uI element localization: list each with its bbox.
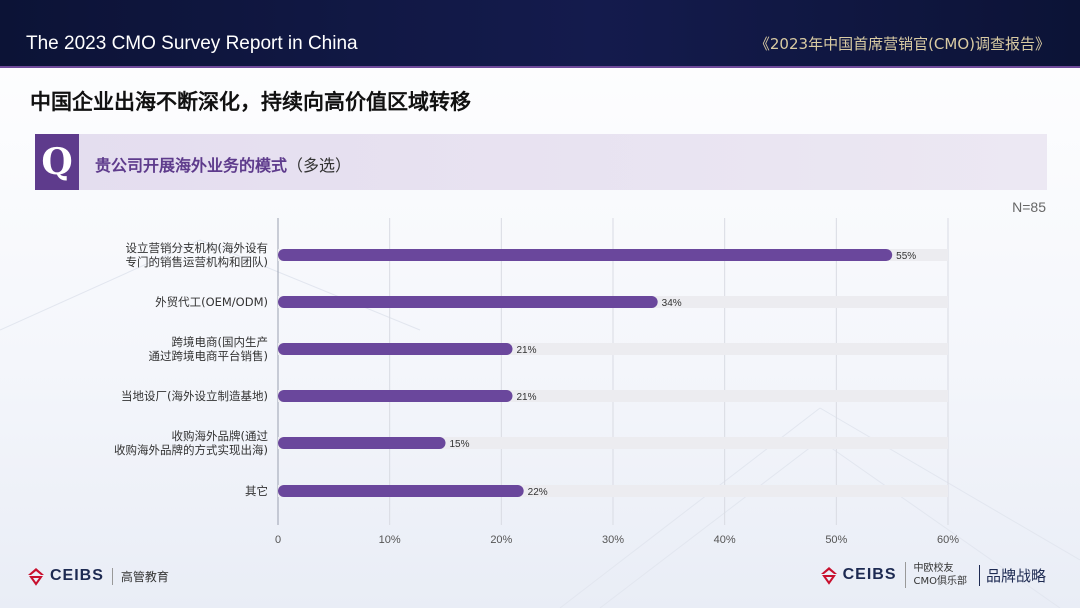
club-line-2: CMO俱乐部 — [913, 576, 967, 587]
bar-3 — [278, 390, 513, 402]
decor-line-4 — [0, 239, 201, 331]
bar-track-4 — [278, 437, 948, 449]
sample-size: N=85 — [1012, 199, 1046, 215]
decor-line-1 — [819, 407, 1080, 561]
exec-edu-label: 高管教育 — [111, 567, 169, 585]
question-bar: Q 贵公司开展海外业务的模式（多选） — [35, 134, 1047, 190]
x-tick-label-4: 40% — [714, 534, 736, 546]
category-label-1-0: 外贸代工(OEM/ODM) — [155, 295, 268, 309]
footer-right-logos: CEIBS 中欧校友 CMO俱乐部 品牌战略 — [819, 562, 1046, 588]
category-label-4-0: 收购海外品牌(通过 — [172, 429, 269, 443]
x-tick-label-3: 30% — [602, 534, 624, 546]
category-label-0-0: 设立营销分支机构(海外设有 — [126, 241, 269, 255]
decor-line-5 — [199, 239, 421, 331]
question-main: 贵公司开展海外业务的模式 — [95, 156, 288, 175]
bar-value-label-5: 22% — [528, 487, 548, 498]
category-label-2-1: 通过跨境电商平台销售) — [149, 349, 269, 363]
ceibs-wordmark-right: CEIBS — [842, 566, 897, 583]
club-line-1: 中欧校友 — [913, 563, 954, 574]
category-label-4-1: 收购海外品牌的方式实现出海) — [114, 443, 268, 457]
bar-value-label-2: 21% — [517, 345, 537, 356]
x-tick-label-2: 20% — [490, 534, 512, 546]
bar-0 — [278, 249, 893, 261]
bar-5 — [278, 485, 524, 497]
ceibs-wordmark: CEIBS — [50, 567, 104, 584]
x-tick-label-6: 60% — [937, 534, 959, 546]
bar-value-label-1: 34% — [662, 298, 682, 309]
x-tick-label-5: 50% — [825, 534, 847, 546]
footer-left-logo: CEIBS 高管教育 — [26, 566, 169, 586]
x-tick-label-1: 10% — [379, 534, 401, 546]
category-label-0-1: 专门的销售运营机构和团队) — [126, 255, 269, 269]
report-title-cn: 《2023年中国首席营销官(CMO)调查报告》 — [754, 35, 1050, 53]
ceibs-logo-icon-right — [820, 567, 837, 585]
question-note: （多选） — [287, 156, 352, 175]
brand-strategy-logo: 品牌战略 — [978, 564, 1046, 586]
bar-1 — [278, 296, 658, 308]
bar-value-label-4: 15% — [450, 439, 470, 450]
page-headline: 中国企业出海不断深化，持续向高价值区域转移 — [30, 90, 471, 114]
category-label-3-0: 当地设厂(海外设立制造基地) — [121, 389, 268, 403]
cmo-club-label: 中欧校友 CMO俱乐部 — [904, 562, 967, 588]
report-title-en: The 2023 CMO Survey Report in China — [26, 33, 358, 54]
top-banner: The 2023 CMO Survey Report in China 《202… — [0, 0, 1080, 68]
decor-line-3 — [819, 439, 1061, 608]
bar-value-label-0: 55% — [896, 251, 916, 262]
category-label-5-0: 其它 — [245, 484, 268, 498]
x-tick-label-0: 0 — [275, 534, 281, 546]
bar-value-label-3: 21% — [517, 392, 537, 403]
decor-line-2 — [599, 439, 821, 608]
question-text: 贵公司开展海外业务的模式（多选） — [95, 152, 351, 176]
bar-2 — [278, 343, 513, 355]
question-marker: Q — [35, 134, 79, 190]
category-label-2-0: 跨境电商(国内生产 — [172, 335, 269, 349]
ceibs-logo-icon — [28, 568, 44, 586]
bar-4 — [278, 437, 446, 449]
